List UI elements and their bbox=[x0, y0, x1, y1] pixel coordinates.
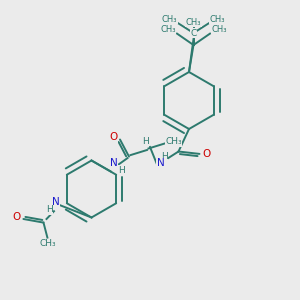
Text: N: N bbox=[52, 196, 59, 207]
Text: H: H bbox=[46, 206, 53, 214]
Text: H: H bbox=[118, 166, 125, 175]
Text: H: H bbox=[161, 152, 167, 161]
Text: CH₃: CH₃ bbox=[211, 25, 227, 34]
Text: O: O bbox=[202, 149, 210, 159]
Text: O: O bbox=[13, 212, 21, 223]
Text: CH₃: CH₃ bbox=[186, 18, 201, 27]
Text: CH₃: CH₃ bbox=[162, 15, 177, 24]
Text: O: O bbox=[109, 132, 118, 142]
Text: CH₃: CH₃ bbox=[165, 137, 182, 146]
Text: CH₃: CH₃ bbox=[39, 239, 56, 248]
Text: H: H bbox=[142, 137, 149, 146]
Text: C: C bbox=[190, 28, 196, 38]
Text: CH₃: CH₃ bbox=[210, 15, 225, 24]
Text: N: N bbox=[110, 158, 118, 168]
Text: CH₃: CH₃ bbox=[160, 25, 176, 34]
Text: N: N bbox=[157, 158, 164, 169]
